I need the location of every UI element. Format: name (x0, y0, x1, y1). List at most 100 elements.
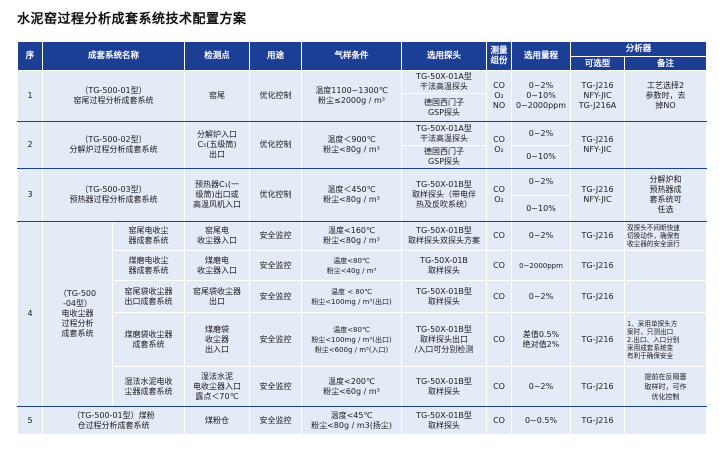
row5-purpose: 安全监控 (249, 406, 303, 435)
row4-sub1-remark: 双探头不间断快速 切换动作，确保有 收尘器的安全运行 (624, 221, 708, 251)
row4-sub4-gas: 温度<80℃ 粉尘<100mg / m³(出口) 粉尘<600g / m³(入口… (301, 312, 403, 367)
row4-sub4-name: 煤磨袋收尘器 成套系统 (111, 312, 186, 367)
header-components: 测量 组份 (486, 41, 513, 71)
row4-sub2-model: TG-J216 (570, 250, 626, 281)
row5-point: 煤粉仓 (184, 406, 251, 435)
table-row: 煤磨电收尘 器成套系统 煤磨电 收尘器入口 安全监控 温度<80℃ 粉尘<40g… (18, 250, 708, 281)
row4-sub2-components: CO (486, 250, 513, 281)
row1-remark: 工艺选择2 参数时，去 掉NO (624, 70, 708, 122)
row4-sub3-components: CO (486, 280, 513, 313)
table-row: 窑尾袋收尘器 出口成套系统 窑尾袋收尘器 出口 安全监控 温度 < 80℃ 粉尘… (18, 280, 708, 313)
row4-sub2-gas: 温度<80℃ 粉尘<40g / m³ (301, 250, 403, 281)
row4-sub4-components: CO (486, 312, 513, 367)
row5-remark (624, 406, 708, 435)
row2-range-a: 0~2% (511, 121, 572, 146)
row2-probe-a: TG-50X-01A型 干法高温探头 (401, 121, 488, 146)
row4-sub4-model: TG-J216 (570, 312, 626, 367)
row2-name: （TG-500-02型） 分解炉过程分析成套系统 (41, 121, 186, 169)
row1-point: 窑尾 (184, 70, 251, 122)
row2-probe-b: 德国西门子 GSP探头 (401, 145, 488, 169)
row4-sub2-point: 煤磨电 收尘器入口 (184, 250, 251, 281)
config-table: 序 成套系统名称 检测点 用途 气样条件 选用探头 测量 组份 选用量程 分析器… (17, 41, 708, 435)
row4-sub3-remark (624, 280, 708, 313)
row4-sub1-name: 窑尾电收尘 器成套系统 (111, 221, 186, 251)
row4-sub4-purpose: 安全监控 (249, 312, 303, 367)
row4-sub5-name: 湿法水泥电收 尘器成套系统 (111, 366, 186, 407)
row4-sub1-model: TG-J216 (570, 221, 626, 251)
row4-sub4-point: 煤磨袋 收尘器 出入口 (184, 312, 251, 367)
header-purpose: 用途 (249, 41, 303, 71)
row3-remark: 分解炉和 预热器成 套系统可 任选 (624, 168, 708, 222)
row4-sub2-purpose: 安全监控 (249, 250, 303, 281)
row4-sub3-probe: TG-50X-01B型 取样探头 (401, 280, 488, 313)
row4-sub2-range: 0~2000ppm (511, 250, 572, 281)
row4-sub2-probe: TG-50X-01B 取样探头 (401, 250, 488, 281)
header-analyzer: 分析器 (570, 41, 708, 57)
row3-gas: 温度＜450℃ 粉尘<80g / m³ (301, 168, 403, 222)
row3-seq: 3 (17, 168, 43, 222)
row2-point: 分解炉入口 C₅(五级筒) 出口 (184, 121, 251, 169)
row5-components: CO (486, 406, 513, 435)
row4-seq: 4 (17, 221, 43, 407)
row4-sub2-remark (624, 250, 708, 281)
row4-sub3-purpose: 安全监控 (249, 280, 303, 313)
document-title: 水泥窑过程分析成套系统技术配置方案 (17, 12, 247, 27)
row4-sub1-point: 窑尾电 收尘器入口 (184, 221, 251, 251)
row5-model: TG-J216 (570, 406, 626, 435)
row1-components: CO O₂ NO (486, 70, 513, 122)
row4-sub3-name: 窑尾袋收尘器 出口成套系统 (111, 280, 186, 313)
row4-sub5-model: TG-J216 (570, 366, 626, 407)
row4-sub2-name: 煤磨电收尘 器成套系统 (111, 250, 186, 281)
row4-sub3-model: TG-J216 (570, 280, 626, 313)
row5-probe: TG-50X-01B型 取样探头 (401, 406, 488, 435)
row4-sub5-gas: 温度<200℃ 粉尘<60g / m³ (301, 366, 403, 407)
header-system-name: 成套系统名称 (41, 41, 186, 71)
row4-sub3-point: 窑尾袋收尘器 出口 (184, 280, 251, 313)
row4-sub5-range: 0~2% (511, 366, 572, 407)
row3-name: （TG-500-03型） 预热器过程分析成套系统 (41, 168, 186, 222)
row4-sub1-probe: TG-50X-01B型 取样探头双探头方案 (401, 221, 488, 251)
row1-purpose: 优化控制 (249, 70, 303, 122)
row5-name: （TG-500-01型）煤粉 仓过程分析成套系统 (41, 406, 186, 435)
row1-seq: 1 (17, 70, 43, 122)
header-point: 检测点 (184, 41, 251, 71)
row4-sub3-range: 0~2% (511, 280, 572, 313)
row2-model: TG-J216 NFY-JIC (570, 121, 626, 169)
row1-probe-b: 德国西门子 GSP探头 (401, 93, 488, 122)
row3-model: TG-J216 NFY-JIC (570, 168, 626, 222)
row5-seq: 5 (17, 406, 43, 435)
row3-probe: TG-50X-01B型 取样探头（带电伴 热及反吹系统） (401, 168, 488, 222)
row4-sub4-range: 差值0.5% 绝对值2% (511, 312, 572, 367)
row4-sub5-purpose: 安全监控 (249, 366, 303, 407)
table-row: 2 （TG-500-02型） 分解炉过程分析成套系统 分解炉入口 C₅(五级筒)… (17, 121, 708, 169)
row1-model: TG-J216 NFY-JIC TG-J216A (570, 70, 626, 122)
row3-range-a: 0~2% (511, 168, 572, 196)
row4-name: （TG-500 -04型） 电收尘器 过程分析 成套系统 (42, 221, 113, 407)
row3-range-b: 0~10% (511, 195, 572, 222)
row3-purpose: 优化控制 (249, 168, 303, 222)
row4-sub1-gas: 温度<160℃ 粉尘<80g / m³ (301, 221, 403, 251)
row4-sub5-point: 湿法水泥 电收尘器入口 露点＜70℃ (184, 366, 251, 407)
row2-seq: 2 (17, 121, 43, 169)
row2-remark (624, 121, 708, 169)
table-row: 3 （TG-500-03型） 预热器过程分析成套系统 预热器C₁(一 级筒)出口… (17, 168, 708, 222)
row4-sub5-components: CO (486, 366, 513, 407)
header-remark: 备注 (624, 56, 708, 71)
row4-sub5-probe: TG-50X-01B型 取样探头 (401, 366, 488, 407)
row4-sub1-components: CO (486, 221, 513, 251)
row5-gas: 温度<45℃ 粉尘<80g / m3(扬尘) (301, 406, 403, 435)
table-row: 湿法水泥电收 尘器成套系统 湿法水泥 电收尘器入口 露点＜70℃ 安全监控 温度… (18, 366, 708, 407)
row1-name: （TG-500-01型） 窑尾过程分析成套系统 (41, 70, 186, 122)
row3-components: CO O₂ (486, 168, 513, 222)
row5-range: 0~0.5% (511, 406, 572, 435)
table-row: 煤磨袋收尘器 成套系统 煤磨袋 收尘器 出入口 安全监控 温度<80℃ 粉尘<1… (18, 312, 708, 367)
table-row: 4 （TG-500 -04型） 电收尘器 过程分析 成套系统 窑尾电收尘 器成套… (17, 221, 708, 407)
row2-gas: 温度＜900℃ 粉尘<80g / m³ (301, 121, 403, 169)
row2-components: CO O₂ (486, 121, 513, 169)
row4-sub4-probe: TG-50X-01B型 取样探头出口 /入口可分别检测 (401, 312, 488, 367)
header-seq: 序 (17, 41, 43, 71)
row3-point: 预热器C₁(一 级筒)出口或 高温风机入口 (184, 168, 251, 222)
table-row: 5 （TG-500-01型）煤粉 仓过程分析成套系统 煤粉仓 安全监控 温度<4… (17, 406, 708, 435)
row4-sub4-remark: 1、采用单探头方 案时，只测出口 2.出口、入口分别 采用成套系统变 有利于确保… (624, 312, 708, 367)
row1-range: 0~2% 0~10% 0~2000ppm (511, 70, 572, 122)
